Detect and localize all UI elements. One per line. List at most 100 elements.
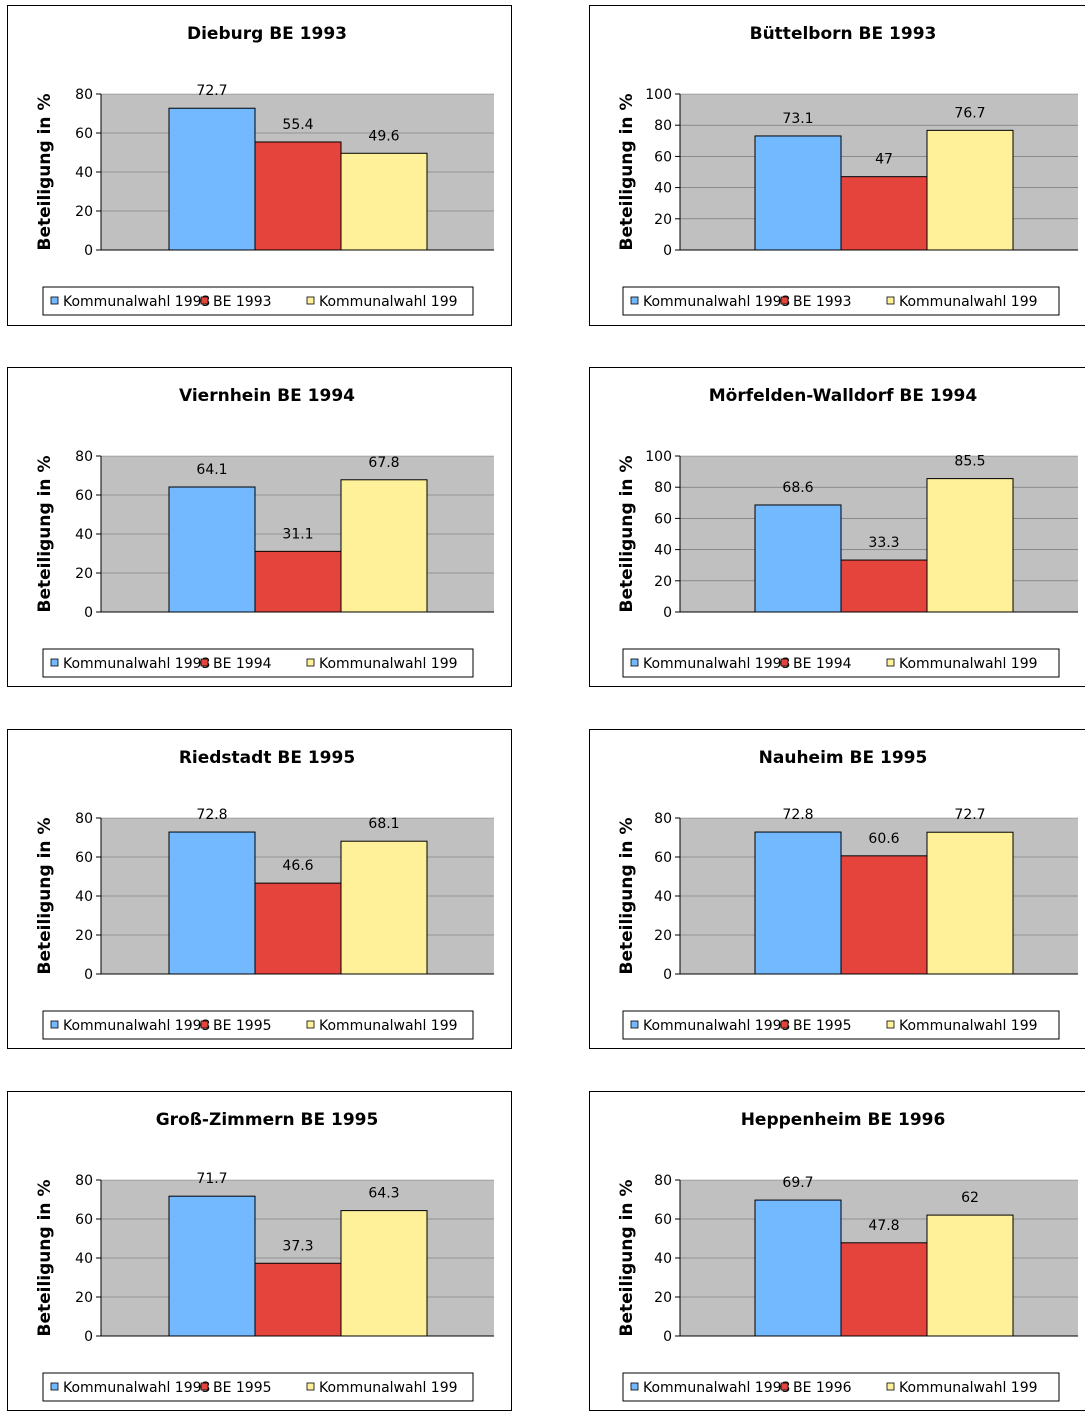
legend-entry: Kommunalwahl 1993 bbox=[643, 1018, 790, 1034]
data-label: 62 bbox=[961, 1190, 979, 1206]
bar-2 bbox=[840, 176, 928, 251]
data-label: 72.8 bbox=[782, 807, 813, 823]
legend-entry: Kommunalwahl 199 bbox=[319, 1380, 458, 1396]
legend-entry: Kommunalwahl 1993 bbox=[643, 1380, 790, 1396]
legend-entry: Kommunalwahl 1993 bbox=[643, 294, 790, 310]
legend-box bbox=[42, 1010, 474, 1040]
bar-3 bbox=[340, 152, 428, 251]
y-tick-label: 0 bbox=[84, 243, 93, 259]
bar-2 bbox=[254, 1262, 342, 1337]
bar-2 bbox=[840, 855, 928, 975]
legend-entry: BE 1993 bbox=[793, 294, 852, 310]
legend-swatch bbox=[306, 1020, 315, 1029]
y-tick-label: 0 bbox=[663, 967, 672, 983]
legend: Kommunalwahl 1993 BE 1994 Kommunalwahl 199 bbox=[42, 648, 474, 678]
y-tick-label: 20 bbox=[654, 1290, 672, 1306]
y-tick-label: 60 bbox=[75, 850, 93, 866]
chart-panel-viernhein: Viernhein BE 1994 Beteiligung in % 0 20 40 60… bbox=[7, 367, 512, 687]
chart-svg: Mörfelden-Walldorf BE 1994 Beteiligung in… bbox=[617, 386, 1078, 678]
y-tick-label: 80 bbox=[75, 811, 93, 827]
legend-box bbox=[42, 1372, 474, 1402]
data-label: 60.6 bbox=[868, 831, 899, 847]
legend-swatch bbox=[630, 296, 639, 305]
chart-title: Nauheim BE 1995 bbox=[759, 748, 928, 768]
bar-2 bbox=[254, 550, 342, 613]
y-tick-label: 60 bbox=[654, 1212, 672, 1228]
y-tick-label: 40 bbox=[654, 889, 672, 905]
y-tick-label: 40 bbox=[75, 1251, 93, 1267]
y-tick-label: 20 bbox=[75, 928, 93, 944]
chart-panel-nauheim: Nauheim BE 1995 Beteiligung in % 0 20 40 60 80… bbox=[589, 729, 1085, 1049]
bar-1 bbox=[754, 504, 842, 613]
y-tick-label: 80 bbox=[654, 118, 672, 134]
legend: Kommunalwahl 1993 BE 1995 Kommunalwahl 199 bbox=[42, 1010, 474, 1040]
bar-2 bbox=[840, 1242, 928, 1337]
y-tick-label: 0 bbox=[84, 967, 93, 983]
legend-swatch bbox=[50, 296, 59, 305]
legend-box bbox=[622, 1372, 1060, 1402]
data-label: 46.6 bbox=[282, 858, 313, 874]
y-tick-label: 40 bbox=[75, 889, 93, 905]
y-tick-label: 0 bbox=[663, 243, 672, 259]
data-label: 72.8 bbox=[196, 807, 227, 823]
y-tick-label: 100 bbox=[645, 449, 672, 465]
bar-3 bbox=[926, 478, 1014, 613]
y-tick-label: 40 bbox=[654, 543, 672, 559]
chart-title: Dieburg BE 1993 bbox=[187, 24, 347, 44]
legend-entry: Kommunalwahl 1993 bbox=[63, 1018, 210, 1034]
bar-3 bbox=[926, 831, 1014, 975]
y-axis-label: Beteiligung in % bbox=[617, 818, 637, 975]
y-tick-label: 0 bbox=[663, 1329, 672, 1345]
legend-entry: Kommunalwahl 1993 bbox=[63, 656, 210, 672]
bar-1 bbox=[168, 1195, 256, 1337]
data-label: 33.3 bbox=[868, 535, 899, 551]
data-label: 67.8 bbox=[368, 455, 399, 471]
legend: Kommunalwahl 1993 BE 1993 Kommunalwahl 199 bbox=[622, 286, 1060, 316]
legend: Kommunalwahl 1993 BE 1995 Kommunalwahl 199 bbox=[622, 1010, 1060, 1040]
y-tick-label: 40 bbox=[75, 165, 93, 181]
data-label: 68.6 bbox=[782, 480, 813, 496]
y-axis-label: Beteiligung in % bbox=[35, 456, 55, 613]
chart-title: Heppenheim BE 1996 bbox=[741, 1110, 946, 1130]
legend-box bbox=[42, 286, 474, 316]
y-axis-label: Beteiligung in % bbox=[35, 94, 55, 251]
y-tick-label: 0 bbox=[84, 605, 93, 621]
legend-box bbox=[622, 648, 1060, 678]
data-label: 71.7 bbox=[196, 1171, 227, 1187]
legend-swatch bbox=[630, 658, 639, 667]
bar-1 bbox=[754, 135, 842, 251]
y-tick-label: 80 bbox=[75, 1173, 93, 1189]
y-tick-label: 40 bbox=[654, 1251, 672, 1267]
legend-swatch bbox=[50, 1020, 59, 1029]
data-label: 85.5 bbox=[954, 454, 985, 470]
legend-swatch bbox=[50, 658, 59, 667]
bar-1 bbox=[754, 831, 842, 975]
y-tick-label: 20 bbox=[654, 928, 672, 944]
chart-title: Mörfelden-Walldorf BE 1994 bbox=[709, 386, 978, 406]
bar-1 bbox=[754, 1199, 842, 1337]
legend-swatch bbox=[200, 1020, 209, 1029]
legend-box bbox=[622, 286, 1060, 316]
legend-swatch bbox=[630, 1020, 639, 1029]
data-label: 68.1 bbox=[368, 816, 399, 832]
bar-3 bbox=[926, 1214, 1014, 1337]
y-tick-label: 60 bbox=[654, 850, 672, 866]
y-axis-label: Beteiligung in % bbox=[35, 1180, 55, 1337]
legend-box bbox=[622, 1010, 1060, 1040]
legend: Kommunalwahl 1993 BE 1995 Kommunalwahl 199 bbox=[42, 1372, 474, 1402]
chart-svg: Riedstadt BE 1995 Beteiligung in % 0 20 40 60… bbox=[35, 748, 494, 1040]
legend-entry: Kommunalwahl 1993 bbox=[643, 656, 790, 672]
y-axis-label: Beteiligung in % bbox=[617, 94, 637, 251]
legend: Kommunalwahl 1993 BE 1994 Kommunalwahl 199 bbox=[622, 648, 1060, 678]
data-label: 69.7 bbox=[782, 1175, 813, 1191]
legend-box bbox=[42, 648, 474, 678]
legend-entry: Kommunalwahl 199 bbox=[319, 1018, 458, 1034]
y-tick-label: 20 bbox=[654, 574, 672, 590]
bar-1 bbox=[168, 107, 256, 251]
data-label: 73.1 bbox=[782, 111, 813, 127]
y-tick-label: 60 bbox=[654, 511, 672, 527]
legend-swatch bbox=[200, 1382, 209, 1391]
bar-2 bbox=[254, 141, 342, 251]
data-label: 72.7 bbox=[196, 83, 227, 99]
legend-entry: Kommunalwahl 1993 bbox=[63, 1380, 210, 1396]
